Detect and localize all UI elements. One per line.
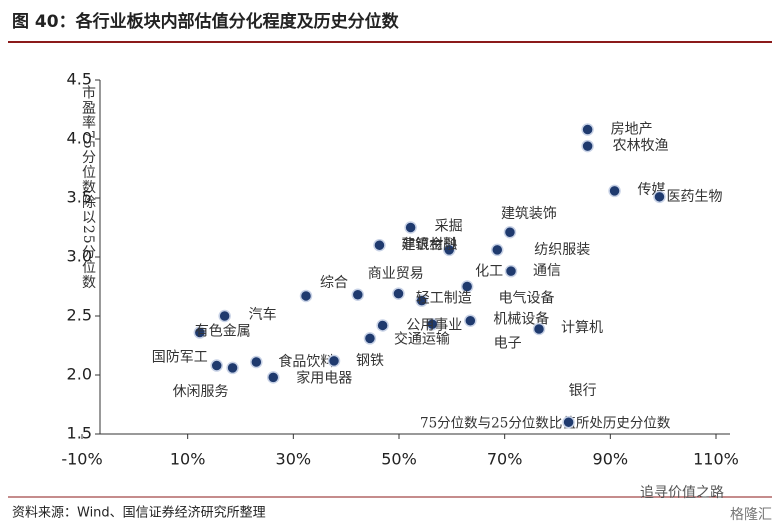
point [373,238,386,252]
point-label: 商业贸易 [368,266,424,282]
point [299,289,313,303]
x-tick-label: 50% [381,450,417,469]
point-label: 化工 [475,264,503,280]
point [426,318,439,331]
source: 资料来源：Wind、国信证券经济研究所整理 [12,505,266,521]
point [491,243,504,257]
point [363,332,377,345]
x-tick-label: 110% [693,450,739,469]
y-tick-label: 3.5 [67,188,92,207]
y-tick-label: 2.5 [67,306,92,325]
point [267,371,280,384]
y-tick-label: 1.5 [67,424,92,443]
point-label: 有色金属 [195,323,251,340]
point [532,322,546,336]
point-label: 电气设备 [498,290,554,307]
point-label: 非银金融 [401,237,457,253]
watermark: 追寻价值之路 [640,485,724,501]
point-label: 家用电器 [296,369,352,386]
point-label: 公用事业 [406,317,462,333]
point [460,280,474,293]
point-label: 纺织服装 [534,242,590,258]
point [503,225,517,239]
point-label: 食品饮料 [278,353,334,370]
x-tick-label: 90% [593,450,629,469]
point [581,123,594,136]
point [404,221,417,234]
point-label: 交通运输 [394,330,450,347]
y-tick-label: 4.0 [67,129,92,148]
point-label: 轻工制造 [416,291,472,307]
x-tick-label: -10% [61,450,102,469]
point [193,326,207,339]
point-label: 采掘 [435,219,463,235]
point-label: 房地产 [611,122,653,138]
point [442,243,456,257]
point-label: 机械设备 [493,311,549,328]
point [608,184,621,198]
point [464,314,477,327]
point-label: 通信 [533,263,561,279]
point [226,361,239,375]
y-tick-label: 4.5 [67,70,92,89]
point [218,309,231,323]
x-tick-label: 30% [276,450,312,469]
point [376,319,389,332]
point [653,190,666,204]
point-label: 汽车 [249,306,277,323]
y-tick-label: 3.0 [67,247,92,266]
point [210,359,223,372]
point [504,264,518,278]
point-label: 银行 [569,383,597,399]
point-label: 建筑装饰 [501,206,557,222]
point [562,415,575,429]
y-axis-label: 市盈率75分位数除以25分位数 [80,84,96,289]
x-tick-label: 70% [487,450,523,469]
watermark: 格隆汇 [730,507,772,523]
point [351,288,365,302]
point [415,294,428,307]
point [581,139,594,153]
point [250,355,263,369]
point [392,287,405,300]
y-tick-label: 2.0 [67,365,92,384]
point-label: 钢铁 [356,353,384,369]
point-label: 国防军工 [152,350,208,366]
x-tick-label: 10% [170,450,206,469]
point [327,354,341,368]
point-label: 农林牧渔 [613,138,669,154]
chart-title: 图 40：各行业板块内部估值分化程度及历史分位数 [12,11,400,32]
point-label: 计算机 [561,320,603,336]
point-label: 医药生物 [666,189,722,205]
point-label: 综合 [320,275,348,291]
point-label: 电子 [494,335,522,351]
x-axis-label: 75分位数与25分位数比值所处历史分位数 [420,416,671,432]
point-label: 休闲服务 [173,384,229,400]
